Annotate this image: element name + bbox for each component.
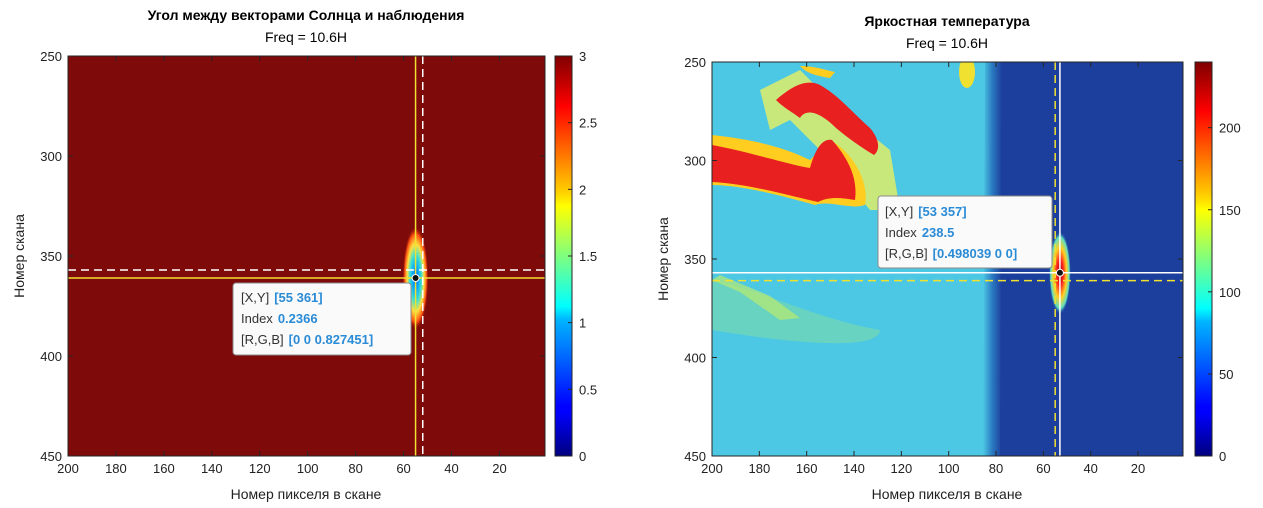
left-colorbar-tick-label: 1.5 [579, 249, 597, 264]
left-x-tick-label: 140 [201, 461, 223, 476]
right-datatip-marker[interactable] [1055, 268, 1064, 277]
left-x-tick-label: 200 [57, 461, 79, 476]
right-colorbar-ticks: 0 50 100 150 200 [1208, 121, 1241, 464]
right-warm-spot-top [959, 62, 975, 88]
right-colorbar-scale [1194, 61, 1213, 457]
right-y-tick-label: 350 [684, 252, 706, 267]
right-hot-region-upper [776, 82, 879, 155]
right-warm-streak [712, 275, 800, 320]
left-chart-title: Угол между векторами Солнца и наблюдения [148, 7, 465, 23]
left-x-tick-label: 80 [348, 461, 362, 476]
left-y-ticks: 250 300 350 400 450 [40, 49, 545, 464]
left-colorbar-ticks: 0 0.5 1 1.5 2 2.5 3 [568, 49, 597, 464]
right-datatip-row-xy: [X,Y] [53 357] [885, 204, 967, 219]
right-heatmap [712, 62, 1183, 456]
left-heatmap-background [68, 56, 545, 456]
left-y-tick-label: 300 [40, 149, 62, 164]
left-colorbar-tick-label: 2 [579, 182, 586, 197]
right-x-tick-label: 160 [796, 461, 818, 476]
left-colorbar-tick-label: 3 [579, 49, 586, 64]
left-datatip[interactable]: [X,Y] [55 361] Index 0.2366 [R,G,B] [0 0 0.… [232, 274, 420, 356]
left-datatip-row-xy: [X,Y] [55 361] [241, 290, 323, 305]
right-y-tick-label: 450 [684, 449, 706, 464]
right-x-tick-label: 80 [989, 461, 1003, 476]
right-colorbar-tick-label: 0 [1219, 449, 1226, 464]
right-chart: Яркостная температура Freq = 10.6H [655, 13, 1241, 502]
right-x-tick-label: 60 [1036, 461, 1050, 476]
left-chart: Угол между векторами Солнца и наблюдения… [11, 7, 597, 502]
right-y-tick-label: 300 [684, 154, 706, 169]
left-x-tick-label: 180 [105, 461, 127, 476]
right-colorbar-tick-label: 100 [1219, 285, 1241, 300]
left-datatip-row-rgb: [R,G,B] [0 0 0.827451] [241, 332, 373, 347]
left-x-tick-label: 100 [297, 461, 319, 476]
right-chart-title: Яркостная температура [864, 13, 1030, 29]
right-datatip[interactable]: [X,Y] [53 357] Index 238.5 [R,G,B] [0.49803… [877, 195, 1064, 277]
right-y-axis-label: Номер скана [655, 217, 671, 301]
right-x-tick-label: 140 [843, 461, 865, 476]
left-x-tick-label: 60 [396, 461, 410, 476]
right-hot-region-lower [712, 139, 856, 202]
left-colorbar-tick-label: 0.5 [579, 382, 597, 397]
left-heatmap [68, 56, 545, 456]
right-x-tick-label: 120 [890, 461, 912, 476]
left-colorbar-tick-label: 2.5 [579, 116, 597, 131]
left-colorbar-tick-label: 0 [579, 449, 586, 464]
right-datatip-row-index: Index 238.5 [885, 225, 954, 240]
left-x-tick-label: 20 [492, 461, 506, 476]
left-y-axis-label: Номер скана [11, 214, 27, 298]
right-datatip-box [877, 195, 1053, 269]
right-x-axis-label: Номер пикселя в скане [872, 486, 1023, 502]
right-y-ticks: 250 300 350 400 450 [684, 55, 1183, 464]
right-y-tick-label: 400 [684, 351, 706, 366]
right-x-tick-label: 200 [701, 461, 723, 476]
left-datatip-box [232, 282, 412, 356]
left-x-axis-label: Номер пикселя в скане [231, 486, 382, 502]
left-datatip-marker[interactable] [411, 274, 420, 282]
left-x-tick-label: 120 [249, 461, 271, 476]
right-colorbar-tick-label: 200 [1219, 121, 1241, 136]
right-x-tick-label: 40 [1083, 461, 1097, 476]
left-y-tick-label: 400 [40, 349, 62, 364]
left-y-tick-label: 350 [40, 249, 62, 264]
right-colorbar-tick-label: 150 [1219, 203, 1241, 218]
left-y-tick-label: 450 [40, 449, 62, 464]
left-chart-subtitle: Freq = 10.6H [265, 29, 347, 45]
left-x-tick-label: 40 [444, 461, 458, 476]
left-y-tick-label: 250 [40, 49, 62, 64]
right-hot-tip [800, 66, 835, 78]
left-x-tick-label: 160 [153, 461, 175, 476]
right-y-tick-label: 250 [684, 55, 706, 70]
right-colorbar: 0 50 100 150 200 [1194, 61, 1241, 464]
right-x-tick-label: 180 [748, 461, 770, 476]
left-colorbar: 0 0.5 1 1.5 2 2.5 3 [554, 49, 597, 464]
right-x-tick-label: 20 [1131, 461, 1145, 476]
right-chart-subtitle: Freq = 10.6H [906, 35, 988, 51]
left-colorbar-tick-label: 1 [579, 316, 586, 331]
right-datatip-row-rgb: [R,G,B] [0.498039 0 0] [885, 246, 1017, 261]
right-colorbar-tick-label: 50 [1219, 367, 1233, 382]
right-x-ticks: 200 180 160 140 120 100 80 60 40 20 [701, 62, 1145, 476]
left-x-ticks: 200 180 160 140 120 100 80 60 40 20 [57, 56, 507, 476]
left-datatip-row-index: Index 0.2366 [241, 311, 318, 326]
right-x-tick-label: 100 [938, 461, 960, 476]
